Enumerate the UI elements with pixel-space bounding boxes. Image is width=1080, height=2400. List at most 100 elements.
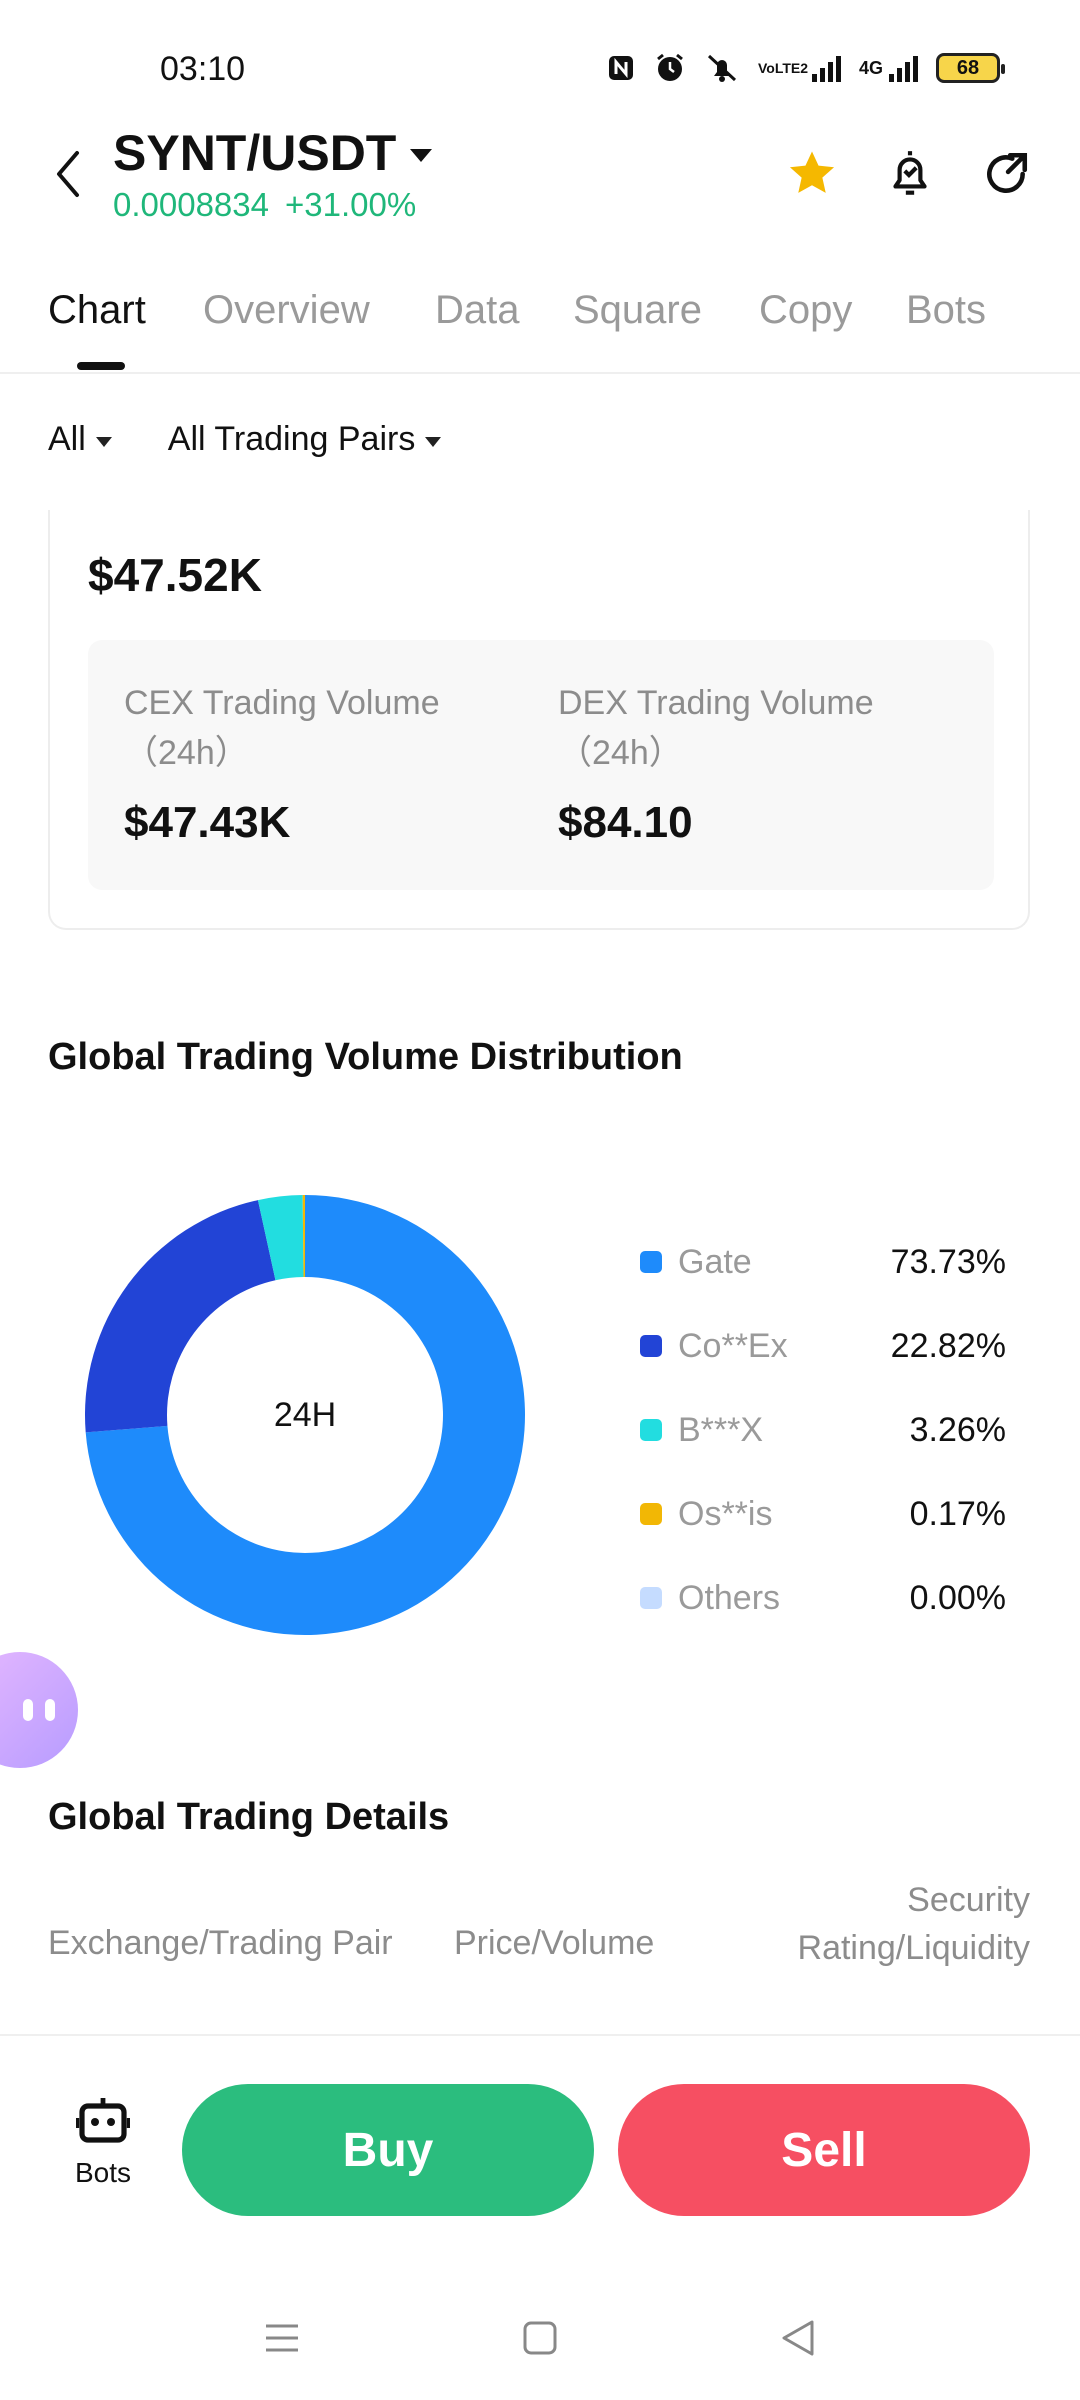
menu-icon [266,2324,298,2352]
battery-icon: 68 [936,53,1005,83]
cex-volume-label: CEX Trading Volume [124,684,440,722]
scope-filter[interactable]: All [48,420,112,459]
favorite-button[interactable] [780,142,844,206]
pairs-filter[interactable]: All Trading Pairs [168,420,442,459]
legend-swatch [640,1503,662,1525]
caret-down-icon [425,436,442,447]
legend-swatch [640,1587,662,1609]
volte-indicator: VoLTE2 [757,60,809,76]
home-nav-button[interactable] [510,2308,570,2368]
square-icon [523,2321,557,2355]
volume-breakdown: CEX Trading Volume （24h） $47.43K DEX Tra… [88,640,994,890]
tab-bar: Chart Overview Data Square Copy Bots [0,270,1080,374]
share-icon [987,152,1028,193]
legend-item: Gate 73.73% [640,1220,1010,1304]
status-icons: VoLTE2 4G 68 [606,52,1005,84]
total-volume: $47.52K [88,549,262,601]
legend-value: 3.26% [909,1410,1006,1449]
pairs-filter-label: All Trading Pairs [167,420,416,458]
tab-bots[interactable]: Bots [906,288,987,332]
bots-label: Bots [74,2157,132,2188]
donut-slice-b-x[interactable] [257,1195,304,1281]
chevron-left-icon [57,151,79,197]
legend-swatch [640,1419,662,1441]
action-bar: Bots Buy Sell [0,2036,1080,2216]
cex-volume-period: （24h） [124,734,249,772]
alert-button[interactable] [878,142,942,206]
dex-volume: DEX Trading Volume （24h） $84.10 [558,678,958,848]
col-security: Security Rating/Liquidity [798,1876,1030,1972]
assistant-bubble[interactable] [0,1652,78,1768]
dex-volume-value: $84.10 [558,798,693,847]
scope-filter-label: All [48,420,86,458]
legend-value: 73.73% [890,1242,1006,1281]
legend-label: Gate [678,1242,752,1281]
last-price: 0.0008834 [113,186,269,223]
distribution-title: Global Trading Volume Distribution [48,1036,683,1078]
col-security-line1: Security [907,1881,1030,1919]
distribution-legend: Gate 73.73% Co**Ex 22.82% B***X 3.26% Os**is 0.… [640,1220,1010,1640]
back-button[interactable] [44,144,92,204]
dex-volume-period: （24h） [558,734,683,772]
details-table-header: Exchange/Trading Pair Price/Volume Secur… [48,1881,1030,1990]
price-row: 0.0008834 +31.00% [113,186,416,224]
header: SYNT/USDT 0.0008834 +31.00% [0,120,1080,250]
cex-volume: CEX Trading Volume （24h） $47.43K [124,678,524,848]
col-security-line2: Rating/Liquidity [797,1929,1030,1967]
mute-icon [707,54,737,82]
legend-item: Others 0.00% [640,1556,1010,1640]
legend-value: 22.82% [890,1326,1006,1365]
distribution-donut-chart: 24H [70,1180,540,1650]
legend-value: 0.00% [909,1578,1006,1617]
tab-overview[interactable]: Overview [203,288,370,332]
donut-slice-gate[interactable] [85,1195,525,1635]
divider [0,2034,1080,2036]
tab-copy[interactable]: Copy [759,288,853,332]
pair-selector[interactable]: SYNT/USDT [113,124,433,182]
donut-slice-os-is[interactable] [302,1195,305,1278]
volume-summary-card: $47.52K CEX Trading Volume （24h） $47.43K… [48,510,1030,930]
pair-name: SYNT/USDT [113,125,397,181]
donut-slice-co-ex[interactable] [85,1200,276,1433]
legend-swatch [640,1335,662,1357]
legend-label: B***X [678,1410,764,1449]
status-bar: 03:10 VoLTE2 4G 68 [0,0,1080,120]
star-icon [789,151,835,193]
donut-center-label: 24H [273,1395,337,1434]
legend-item: B***X 3.26% [640,1388,1010,1472]
sell-button[interactable]: Sell [618,2084,1030,2216]
triangle-back-icon [782,2320,814,2356]
system-nav-bar [0,2280,1080,2390]
col-exchange: Exchange/Trading Pair [48,1924,393,1962]
tab-active-indicator [77,362,125,370]
legend-label: Others [678,1578,781,1617]
tab-chart[interactable]: Chart [48,288,146,332]
price-change: +31.00% [285,186,417,223]
alarm-icon [657,53,683,81]
status-time: 03:10 [160,50,246,88]
donut-svg [85,1195,525,1635]
legend-label: Co**Ex [678,1326,788,1365]
back-nav-button[interactable] [768,2308,828,2368]
bots-button[interactable]: Bots [60,2096,146,2189]
menu-nav-button[interactable] [252,2308,312,2368]
legend-value: 0.17% [909,1494,1006,1533]
legend-item: Os**is 0.17% [640,1472,1010,1556]
signal-icon [811,54,841,82]
signal-icon-2 [889,54,918,82]
tab-data[interactable]: Data [435,288,520,332]
cex-volume-value: $47.43K [124,798,291,847]
legend-swatch [640,1251,662,1273]
tab-square[interactable]: Square [573,288,702,332]
bubble-eye-left [23,1699,33,1721]
caret-down-icon [410,148,433,162]
legend-item: Co**Ex 22.82% [640,1304,1010,1388]
nfc-icon [608,56,633,80]
legend-label: Os**is [678,1494,773,1533]
buy-button[interactable]: Buy [182,2084,594,2216]
filter-row: All All Trading Pairs [48,420,442,459]
col-price-volume: Price/Volume [454,1924,655,1962]
details-title: Global Trading Details [48,1796,450,1838]
network-type: 4G [858,57,883,78]
share-button[interactable] [974,142,1038,206]
